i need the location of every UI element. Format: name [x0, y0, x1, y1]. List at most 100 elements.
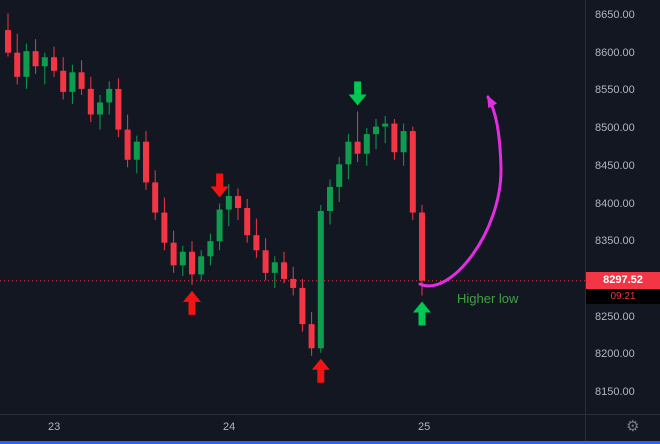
candle[interactable] — [41, 52, 48, 85]
candle-body — [281, 262, 287, 279]
candle[interactable] — [363, 128, 370, 166]
price-axis[interactable]: 8297.52 09:21 8650.00 8600.00 8550.00 8500.… — [585, 0, 660, 414]
price-tick-label: 8250.00 — [595, 310, 635, 323]
candle-body — [69, 72, 76, 92]
candle[interactable] — [87, 76, 94, 123]
candle-body — [78, 72, 85, 89]
arrow-up-marker[interactable] — [311, 358, 330, 383]
arrow-down-marker[interactable] — [210, 173, 229, 198]
chart-pane[interactable]: Higher low — [0, 0, 585, 414]
candle[interactable] — [143, 131, 149, 190]
last-price-value: 8297.52 — [586, 271, 660, 289]
candle[interactable] — [60, 57, 67, 100]
candle[interactable] — [14, 33, 21, 85]
candle[interactable] — [327, 179, 333, 225]
candle[interactable] — [207, 233, 214, 266]
candle[interactable] — [290, 266, 297, 296]
candle[interactable] — [345, 134, 352, 180]
bottom-accent-bar — [0, 441, 660, 444]
candle[interactable] — [23, 43, 30, 89]
candle[interactable] — [198, 250, 205, 281]
candlestick-chart[interactable] — [0, 0, 585, 414]
candle[interactable] — [317, 205, 324, 353]
price-tick-label: 8650.00 — [595, 9, 635, 21]
candle[interactable] — [271, 256, 278, 288]
candle-body — [244, 208, 251, 236]
bar-countdown: 09:21 — [586, 288, 660, 304]
candle[interactable] — [336, 156, 343, 202]
candle-body — [271, 262, 278, 273]
candle-body — [290, 278, 297, 288]
candle-body — [308, 324, 315, 349]
candle[interactable] — [281, 251, 287, 284]
candle[interactable] — [78, 60, 85, 95]
candle-body — [419, 212, 425, 281]
candle[interactable] — [32, 39, 39, 74]
candle[interactable] — [170, 230, 177, 273]
candle[interactable] — [124, 114, 131, 168]
candle-body — [225, 195, 232, 210]
candle[interactable] — [5, 13, 11, 57]
time-tick-label: 25 — [418, 421, 431, 433]
candle[interactable] — [391, 119, 398, 160]
candle-body — [189, 251, 195, 275]
candle[interactable] — [189, 241, 195, 285]
candle-body — [60, 70, 67, 92]
candle[interactable] — [179, 245, 186, 276]
candle-body — [409, 131, 416, 213]
candle[interactable] — [235, 188, 241, 221]
candle[interactable] — [419, 205, 425, 296]
candle-body — [143, 141, 149, 183]
price-tick-label: 8450.00 — [595, 159, 635, 172]
candle-body — [23, 51, 30, 77]
candle[interactable] — [253, 218, 260, 258]
candle-body — [51, 57, 57, 71]
time-axis[interactable]: 23 24 25 — [0, 414, 585, 441]
candle[interactable] — [97, 94, 103, 130]
candle[interactable] — [409, 126, 416, 221]
arrow-up-marker[interactable] — [413, 301, 431, 326]
candle-body — [373, 126, 379, 135]
axis-settings-icon[interactable]: ⚙ — [626, 418, 640, 435]
candle-body — [179, 251, 186, 266]
candle[interactable] — [152, 170, 159, 221]
candle-body — [152, 182, 159, 213]
candle[interactable] — [382, 116, 389, 144]
higher-low-annotation-text[interactable]: Higher low — [457, 291, 519, 306]
candle[interactable] — [51, 46, 57, 77]
candle[interactable] — [161, 197, 168, 251]
candle[interactable] — [216, 203, 223, 251]
candle[interactable] — [373, 119, 379, 150]
candle[interactable] — [69, 64, 76, 104]
candle[interactable] — [225, 183, 232, 227]
candle[interactable] — [354, 111, 361, 163]
candle-body — [14, 52, 21, 77]
candle-body — [32, 51, 39, 67]
arrow-down-marker[interactable] — [348, 81, 367, 106]
candle-body — [299, 287, 306, 325]
candle[interactable] — [133, 135, 140, 174]
candle[interactable] — [115, 78, 122, 138]
candle[interactable] — [106, 81, 113, 115]
trend-arrow-drawing[interactable] — [418, 95, 503, 288]
candle-body — [327, 186, 333, 212]
candle-body — [41, 57, 48, 67]
candle[interactable] — [244, 198, 251, 243]
candle[interactable] — [262, 238, 269, 281]
candle-body — [87, 88, 94, 115]
price-tick-label: 8600.00 — [595, 46, 635, 59]
candle-body — [161, 212, 168, 243]
candle[interactable] — [299, 278, 306, 332]
price-tick-label: 8150.00 — [595, 386, 635, 398]
candle-body — [216, 209, 223, 242]
candle-body — [198, 256, 205, 275]
candle-body — [106, 88, 113, 103]
candle[interactable] — [308, 312, 315, 356]
candle[interactable] — [400, 123, 407, 166]
candle-body — [391, 123, 398, 153]
candle-body — [115, 88, 122, 130]
arrow-up-marker[interactable] — [183, 290, 201, 315]
price-tick-label: 8200.00 — [595, 348, 635, 361]
candle-body — [382, 123, 389, 127]
